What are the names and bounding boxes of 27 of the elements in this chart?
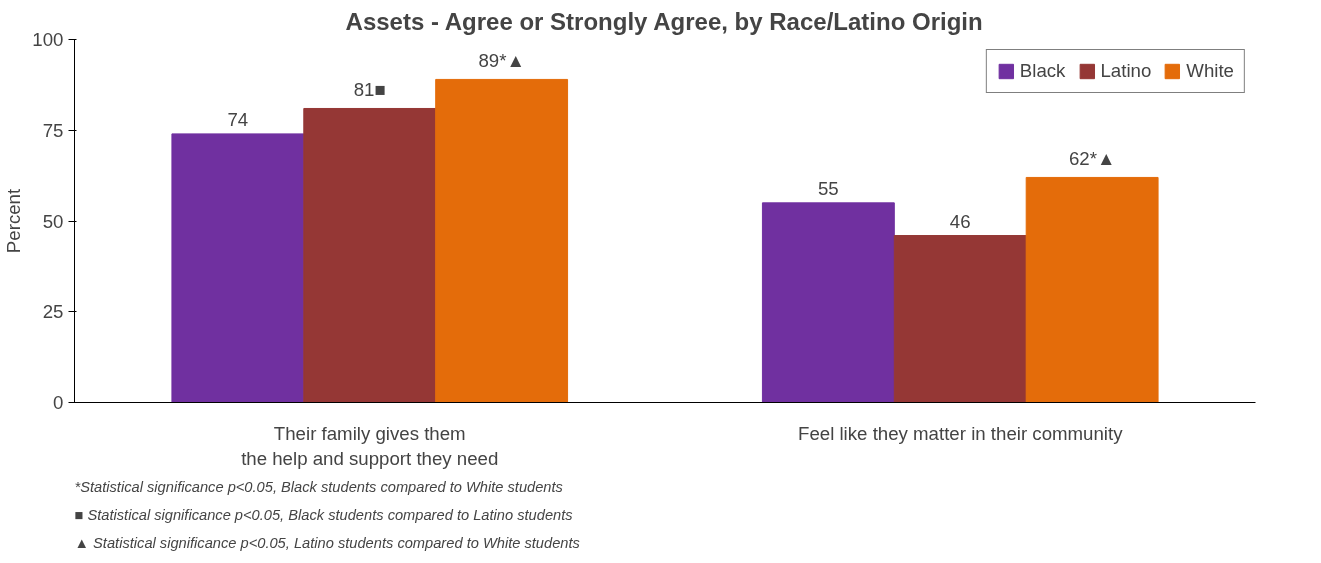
data-label: 81■ bbox=[353, 79, 386, 101]
y-tick-label: 50 bbox=[42, 210, 64, 232]
y-axis-title: Percent bbox=[3, 188, 25, 254]
data-label: 62*▲ bbox=[1068, 148, 1116, 170]
bar bbox=[171, 133, 305, 403]
bar bbox=[435, 78, 569, 403]
data-label: 74 bbox=[227, 108, 249, 130]
bar bbox=[1025, 176, 1159, 403]
text: ■ Statistical significance p<0.05, Black students compared to Latino students bbox=[74, 506, 574, 523]
bar bbox=[303, 107, 437, 403]
bar bbox=[893, 235, 1027, 403]
legend-label: White bbox=[1186, 60, 1234, 82]
bar bbox=[761, 202, 895, 403]
data-label: 55 bbox=[818, 177, 839, 199]
chart-title: Assets - Agree or Strongly Agree, by Race/Latino Origin bbox=[345, 7, 983, 35]
legend-label: Black bbox=[1019, 60, 1066, 82]
x-tick-label: Feel like they matter in their community bbox=[797, 422, 1124, 444]
data-label: 46 bbox=[949, 210, 971, 232]
x-tick-label: Their family gives them the help and support they need bbox=[241, 422, 499, 469]
y-tick-label: 75 bbox=[42, 119, 64, 141]
legend-label: Latino bbox=[1100, 60, 1152, 82]
text: *Statistical significance p<0.05, Black students compared to White students bbox=[74, 478, 564, 495]
y-tick-label: 25 bbox=[42, 301, 64, 323]
y-tick-label: 100 bbox=[32, 29, 64, 50]
y-tick-label: 0 bbox=[53, 392, 64, 413]
text: ▲ Statistical significance p<0.05, Latino students compared to White students bbox=[74, 534, 581, 551]
data-label: 89*▲ bbox=[478, 50, 525, 72]
